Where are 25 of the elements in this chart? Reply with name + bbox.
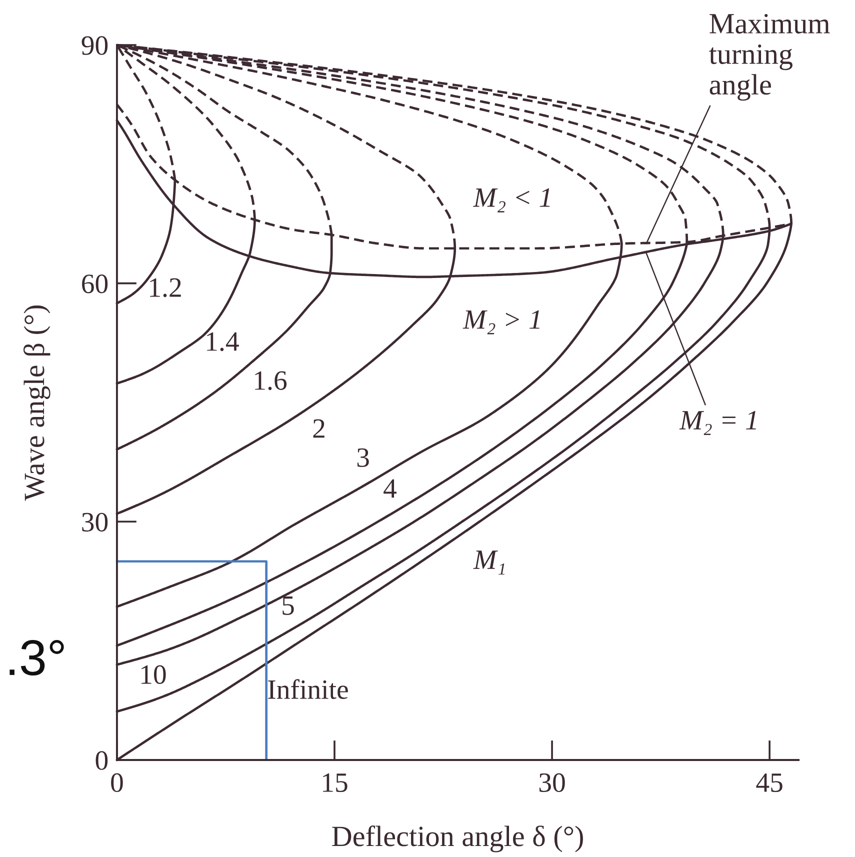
annotation: 3 (357, 448, 369, 467)
annotation: 2 (313, 419, 324, 438)
x-tick-label: 0 (111, 773, 123, 792)
text: .3° (10, 640, 64, 676)
y-tick-label: 30 (82, 512, 108, 532)
annotation: M₂ = 1 (679, 411, 756, 435)
annotation: M₂ > 1 (462, 310, 540, 334)
annotation: 4 (384, 479, 396, 498)
x-axis-title: Deflection angle δ (°) (332, 825, 583, 852)
annotation: 1.2 (150, 278, 181, 298)
y-tick-label: 90 (82, 36, 108, 55)
annotation: M₂ < 1 (473, 188, 550, 212)
annotation: Maximum turning angle (709, 14, 830, 101)
annotation: M₁ (473, 550, 504, 574)
annotation: Infinite (268, 679, 348, 699)
annotation: 10 (142, 665, 166, 684)
y-tick-label: 60 (82, 274, 108, 294)
annotation: 1.4 (207, 332, 239, 352)
y-tick-label: 0 (96, 751, 108, 770)
x-tick-label: 30 (539, 773, 565, 792)
annotation: 5 (282, 596, 294, 615)
y-axis-title: Wave angle β (°) (23, 305, 50, 501)
x-tick-label: 15 (323, 773, 348, 792)
x-tick-label: 45 (756, 773, 782, 792)
annotation: 1.6 (255, 371, 287, 390)
